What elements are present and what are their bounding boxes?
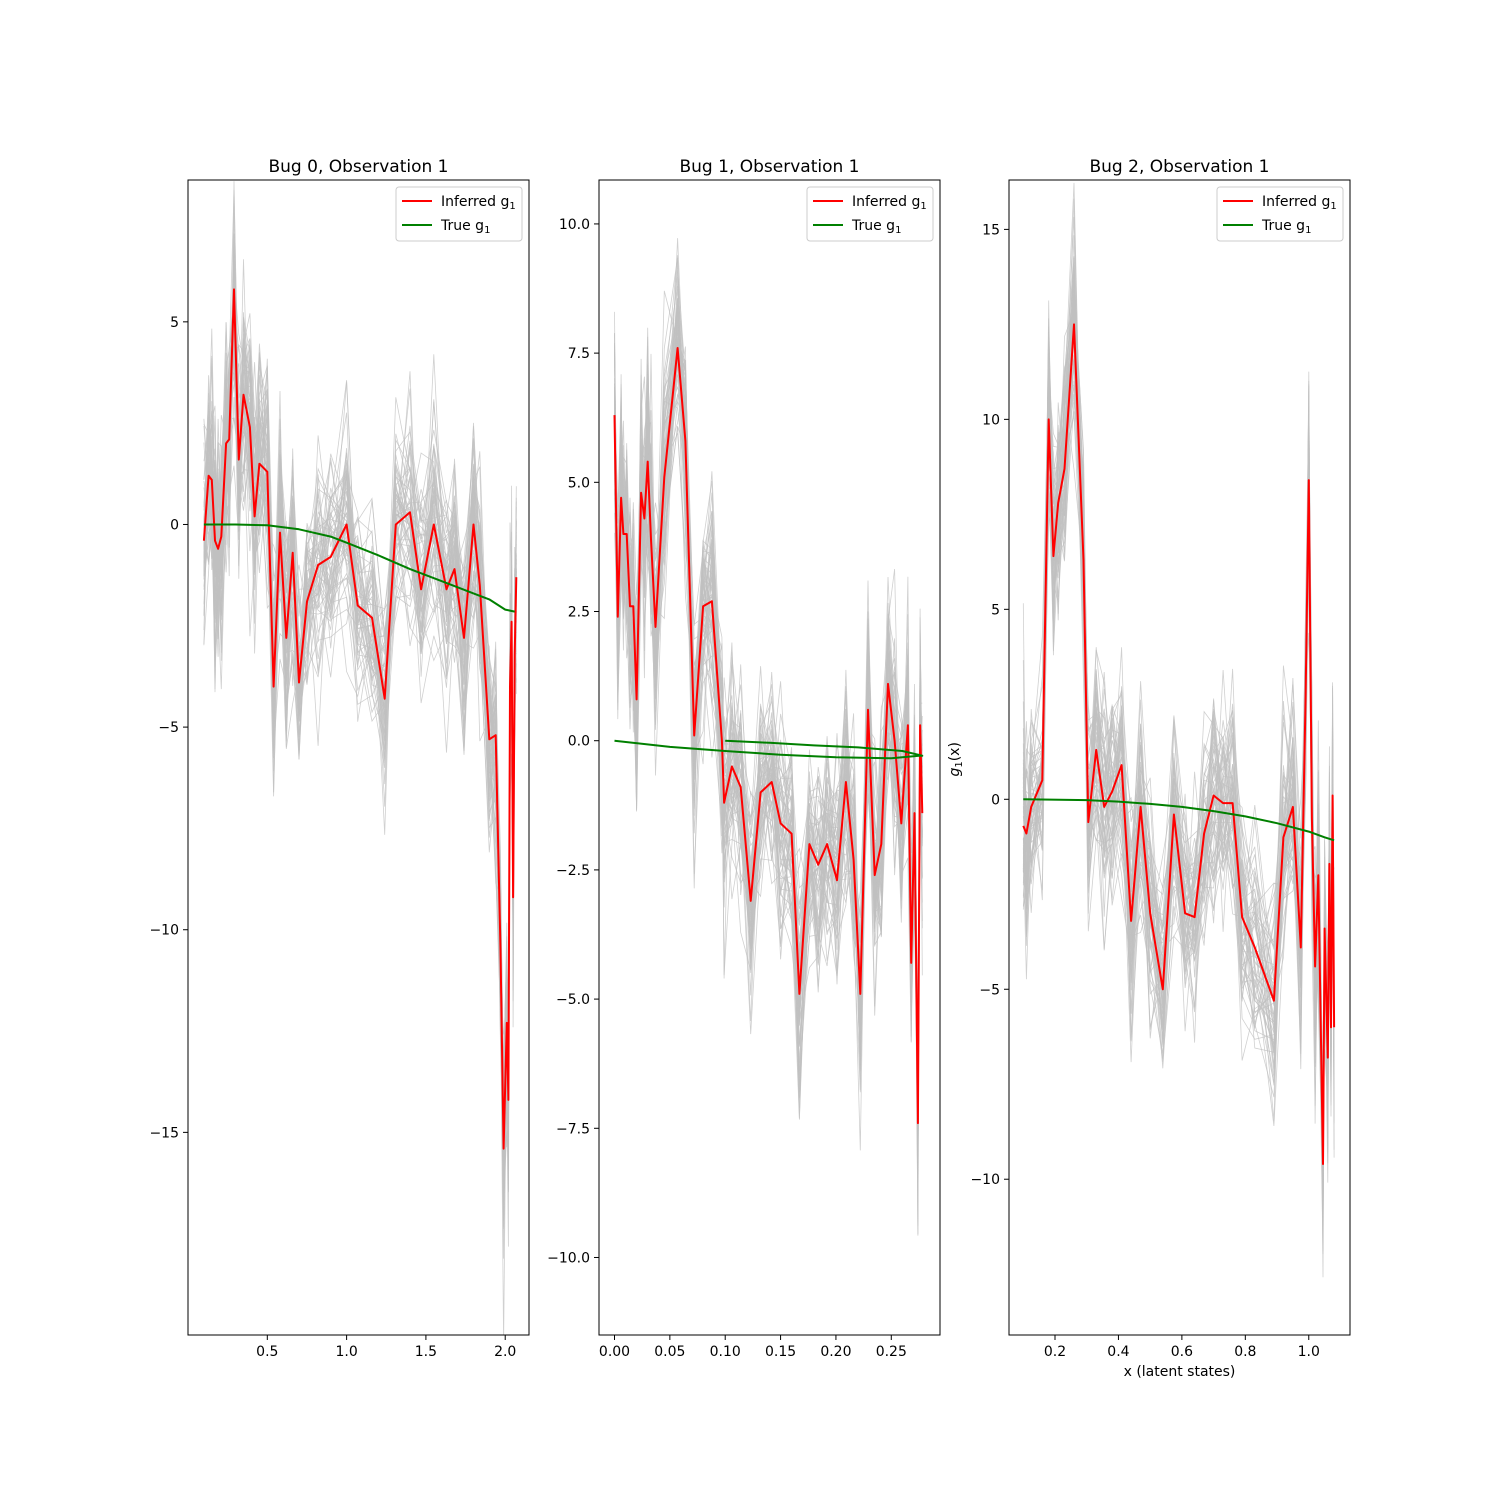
x-tick-label: 0.4 — [1107, 1344, 1129, 1360]
x-tick-label: 0.15 — [765, 1344, 796, 1360]
y-axis-label-main: g — [947, 768, 963, 777]
subplot-bug-0: 0.5 1.0 1.5 2.0 5 0 −5 −10 −15 Bug 0, Observation… — [149, 157, 530, 1360]
x-tick-label: 0.2 — [1044, 1344, 1066, 1360]
y-tick-label: 5 — [991, 602, 1000, 618]
y-tick-label: −5.0 — [556, 992, 590, 1008]
axes-frame — [1008, 179, 1351, 1336]
y-axis-label: g1(x) — [947, 742, 965, 776]
plot-area — [202, 181, 518, 1335]
inferred-g1-line — [613, 347, 924, 1125]
y-tick-label: 15 — [982, 222, 1000, 238]
axes-frame — [598, 179, 941, 1336]
y-axis-label-subscript: 1 — [954, 761, 965, 767]
x-tick-label: 1.0 — [1298, 1344, 1320, 1360]
posterior-sample-line — [1022, 256, 1335, 1098]
subplot-bug-2: x (latent states) g1(x) 0.2 0.4 0.6 0.8 1.0 1… — [947, 157, 1351, 1380]
y-tick-label: −10 — [970, 1172, 1000, 1188]
x-tick-label: 2.0 — [494, 1344, 516, 1360]
x-tick-label: 0.05 — [654, 1344, 685, 1360]
legend-label: Inferred g1 — [441, 194, 516, 212]
y-tick-label: −5 — [158, 720, 179, 736]
subplot-title: Bug 0, Observation 1 — [269, 157, 449, 177]
x-tick-label: 0.6 — [1171, 1344, 1193, 1360]
subplot-title: Bug 2, Observation 1 — [1090, 157, 1270, 177]
y-tick-label: 0.0 — [568, 734, 590, 750]
y-tick-label: 0 — [991, 792, 1000, 808]
posterior-sample-line — [1022, 347, 1335, 1218]
legend-label: True g1 — [851, 218, 901, 236]
y-tick-label: 10 — [982, 412, 1000, 428]
y-tick-label: 7.5 — [568, 346, 590, 362]
legend-label: Inferred g1 — [1262, 194, 1337, 212]
x-axis-label: x (latent states) — [1124, 1364, 1236, 1380]
posterior-sample-line — [1022, 307, 1335, 1197]
legend: Inferred g1 True g1 — [806, 186, 934, 242]
x-tick-label: 0.25 — [876, 1344, 907, 1360]
legend-label: True g1 — [440, 218, 490, 236]
y-tick-label: −2.5 — [556, 863, 590, 879]
x-tick-label: 0.20 — [820, 1344, 851, 1360]
y-tick-label: −5 — [979, 982, 1000, 998]
plot-area — [613, 238, 924, 1236]
y-tick-label: 2.5 — [568, 605, 590, 621]
inferred-g1-line — [202, 288, 518, 1150]
y-tick-label: 5 — [170, 315, 179, 331]
inferred-g1-line — [1022, 323, 1336, 1165]
legend-label: Inferred g1 — [852, 194, 927, 212]
x-tick-label: 1.0 — [335, 1344, 357, 1360]
true-g1-line — [1023, 798, 1335, 842]
y-tick-label: −10 — [149, 923, 179, 939]
subplot-bug-1: 0.00 0.05 0.10 0.15 0.20 0.25 10.0 7.5 5.0 2.5 0.0… — [547, 157, 941, 1360]
y-tick-label: 10.0 — [559, 217, 590, 233]
y-tick-label: 0 — [170, 517, 179, 533]
x-tick-label: 0.00 — [599, 1344, 630, 1360]
x-tick-label: 0.8 — [1234, 1344, 1256, 1360]
legend: Inferred g1 True g1 — [395, 186, 523, 242]
x-tick-label: 0.10 — [710, 1344, 741, 1360]
legend: Inferred g1 True g1 — [1216, 186, 1344, 242]
y-tick-label: −7.5 — [556, 1121, 590, 1137]
x-tick-label: 1.5 — [415, 1344, 437, 1360]
x-tick-label: 0.5 — [256, 1344, 278, 1360]
subplot-title: Bug 1, Observation 1 — [680, 157, 860, 177]
true-g1-line — [203, 523, 515, 613]
y-tick-label: −10.0 — [547, 1250, 590, 1266]
legend-label: True g1 — [1261, 218, 1311, 236]
axes-frame — [187, 179, 530, 1336]
plot-area — [1022, 182, 1336, 1278]
y-tick-label: 5.0 — [568, 475, 590, 491]
y-tick-label: −15 — [149, 1125, 179, 1141]
true-g1-line — [614, 739, 924, 760]
y-axis-label-suffix: (x) — [947, 742, 963, 761]
